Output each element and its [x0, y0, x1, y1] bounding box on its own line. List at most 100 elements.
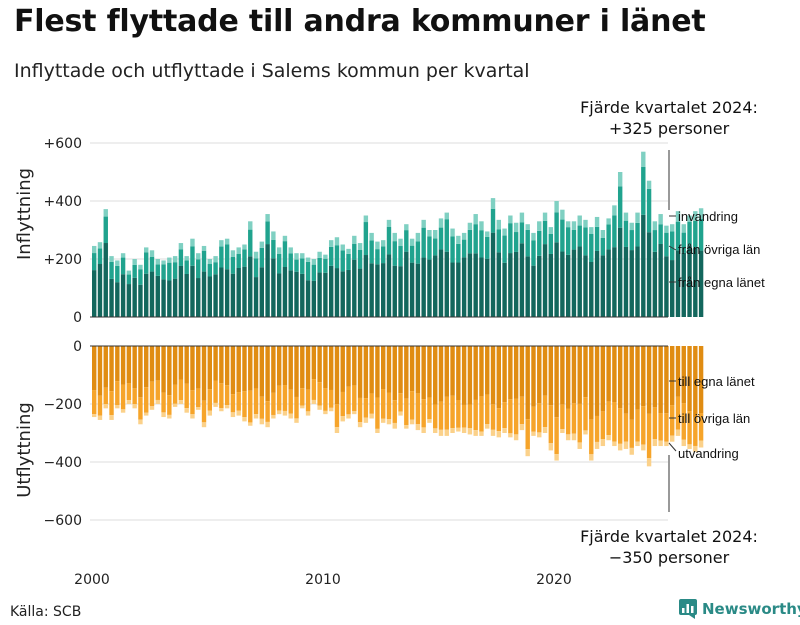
bar-in-invandring-1	[97, 242, 103, 249]
bar-in-ovriga-26	[242, 249, 247, 267]
bar-in-invandring-78	[542, 212, 548, 221]
bar-in-ovriga-6	[126, 274, 132, 285]
bar-in-egna-95	[641, 214, 646, 317]
bar-out-ovriga-105	[698, 413, 704, 441]
bar-in-invandring-52	[392, 232, 397, 242]
bar-in-ovriga-13	[167, 262, 172, 281]
bar-out-utvandring-64	[461, 427, 467, 433]
bar-out-utvandring-76	[531, 431, 536, 436]
bar-out-utvandring-54	[404, 425, 409, 429]
bar-in-invandring-27	[248, 221, 253, 230]
bar-out-egna-33	[282, 346, 288, 386]
bar-in-invandring-72	[508, 215, 513, 224]
series-label-till-ovriga-lan: till övriga län	[678, 411, 750, 426]
bar-in-egna-31	[271, 258, 276, 317]
bar-in-invandring-68	[485, 231, 490, 237]
bar-out-utvandring-37	[305, 411, 311, 416]
bar-out-ovriga-23	[224, 385, 230, 406]
series-label-till-egna-lanet: till egna länet	[678, 374, 755, 389]
bar-in-ovriga-18	[196, 259, 201, 279]
bar-out-egna-39	[317, 346, 322, 383]
bar-in-invandring-50	[381, 240, 386, 247]
bar-in-ovriga-55	[409, 245, 415, 263]
bar-in-egna-6	[126, 284, 132, 317]
bar-out-utvandring-102	[681, 439, 686, 447]
bar-out-ovriga-8	[138, 397, 143, 420]
bar-out-ovriga-24	[230, 394, 236, 413]
bar-out-ovriga-64	[461, 404, 467, 428]
bar-in-invandring-11	[155, 259, 160, 265]
bar-in-egna-81	[560, 251, 565, 317]
bar-in-invandring-2	[103, 209, 108, 217]
bar-in-invandring-39	[317, 251, 322, 258]
bar-out-utvandring-10	[149, 405, 155, 410]
bar-out-ovriga-85	[583, 397, 588, 431]
bar-out-ovriga-4	[115, 381, 120, 406]
bar-out-egna-105	[698, 346, 704, 414]
bar-in-invandring-32	[276, 247, 282, 254]
bar-in-egna-96	[646, 232, 652, 317]
bar-out-ovriga-80	[554, 417, 559, 455]
bar-out-ovriga-35	[294, 396, 299, 419]
bar-in-ovriga-35	[294, 259, 299, 272]
bar-in-ovriga-58	[427, 236, 432, 260]
bar-in-invandring-49	[375, 241, 380, 250]
brand-logo[interactable]: Newsworthy	[679, 599, 800, 619]
bar-out-ovriga-37	[305, 389, 311, 412]
bar-out-utvandring-90	[612, 441, 617, 447]
bar-in-egna-87	[594, 250, 600, 317]
bar-in-invandring-8	[138, 264, 143, 270]
bar-in-ovriga-84	[577, 225, 582, 247]
bar-in-egna-88	[600, 255, 606, 317]
bar-out-utvandring-79	[548, 443, 554, 451]
bar-out-egna-7	[132, 346, 137, 389]
series-label-fran-egna-lanet: från egna länet	[678, 275, 765, 290]
bar-in-invandring-85	[583, 219, 588, 228]
bar-out-ovriga-38	[311, 379, 317, 400]
bar-in-ovriga-101	[675, 221, 681, 251]
bar-out-utvandring-93	[629, 447, 634, 455]
bar-in-ovriga-77	[537, 230, 542, 256]
bar-out-utvandring-23	[224, 405, 230, 409]
bar-out-utvandring-16	[184, 408, 189, 413]
bar-in-egna-27	[248, 256, 253, 317]
bar-out-utvandring-11	[155, 399, 160, 404]
bar-out-egna-16	[184, 346, 189, 384]
bar-out-utvandring-105	[698, 440, 704, 448]
bar-out-egna-34	[288, 346, 293, 390]
bar-out-egna-74	[519, 346, 525, 397]
bar-out-ovriga-74	[519, 396, 525, 425]
bar-in-invandring-45	[352, 235, 357, 244]
ytick-in-200: +200	[44, 252, 82, 268]
bar-in-ovriga-50	[381, 246, 386, 264]
bar-in-ovriga-4	[115, 265, 120, 283]
bar-in-egna-36	[300, 273, 305, 317]
bar-out-egna-95	[641, 346, 646, 407]
bar-in-invandring-58	[427, 230, 432, 237]
bar-in-ovriga-48	[369, 240, 374, 264]
bar-out-utvandring-81	[560, 429, 565, 433]
bar-in-invandring-93	[629, 222, 634, 231]
bar-in-ovriga-2	[103, 216, 108, 244]
bar-out-utvandring-42	[334, 427, 340, 433]
bar-out-ovriga-7	[132, 388, 137, 405]
bar-out-ovriga-39	[317, 382, 322, 406]
bar-out-ovriga-79	[548, 405, 554, 444]
bar-out-ovriga-12	[161, 392, 166, 413]
bar-in-egna-25	[236, 267, 241, 317]
bar-out-ovriga-9	[144, 387, 149, 413]
leader-utvandring	[668, 442, 677, 452]
utflyttning-bars	[92, 346, 704, 467]
bar-in-ovriga-14	[172, 262, 178, 279]
bar-out-utvandring-4	[115, 405, 120, 409]
bar-out-egna-47	[363, 346, 369, 399]
chart-title: Flest flyttade till andra kommuner i län…	[14, 4, 706, 39]
bar-out-egna-85	[583, 346, 588, 398]
bar-in-invandring-37	[305, 257, 311, 262]
bar-out-ovriga-83	[571, 403, 577, 434]
bar-out-ovriga-65	[467, 404, 473, 429]
bar-out-utvandring-51	[386, 419, 392, 425]
bar-out-utvandring-47	[363, 417, 369, 423]
bar-in-invandring-53	[398, 238, 403, 247]
bar-out-ovriga-2	[103, 387, 108, 405]
